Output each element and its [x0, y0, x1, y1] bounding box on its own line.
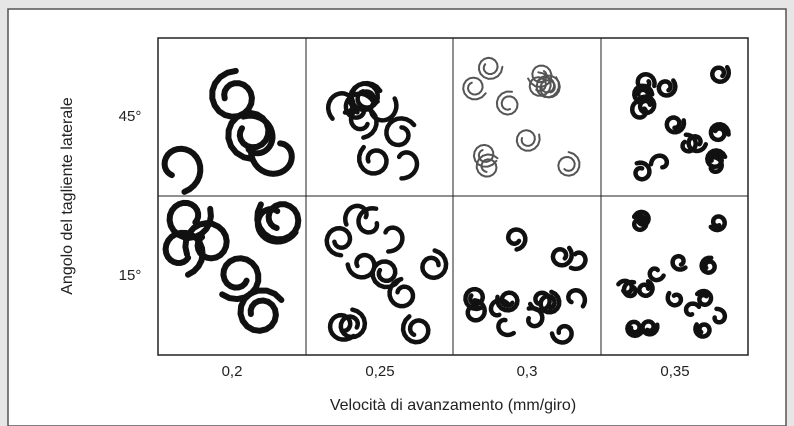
chip: [237, 287, 285, 334]
chip: [630, 99, 649, 120]
chip: [348, 105, 379, 140]
chip: [209, 67, 255, 120]
chip: [708, 214, 727, 233]
chip: [495, 90, 519, 116]
chip: [387, 276, 416, 309]
chip: [568, 250, 588, 272]
chip: [182, 220, 230, 262]
chip: [710, 64, 732, 84]
chip: [496, 317, 516, 338]
column-label: 0,3: [517, 363, 538, 380]
chip: [161, 145, 204, 195]
chip: [686, 134, 709, 154]
chip: [550, 245, 575, 268]
chip: [683, 301, 702, 317]
chip: [549, 323, 574, 345]
chip: [324, 225, 353, 258]
chip: [647, 266, 666, 283]
chip: [631, 213, 649, 233]
y-axis-title: Angolo del tagliente laterale: [59, 97, 76, 295]
chip-grid: [161, 56, 732, 345]
chip: [712, 306, 728, 325]
chip: [383, 225, 405, 254]
chip: [463, 286, 486, 312]
chip: [625, 319, 645, 339]
chip: [462, 76, 487, 101]
chip: [384, 116, 417, 148]
chip: [526, 305, 545, 329]
chip: [338, 307, 368, 340]
chip: [495, 290, 520, 313]
chip: [621, 279, 638, 299]
chip: [345, 252, 377, 280]
chip: [420, 248, 449, 281]
panel: [7, 8, 787, 426]
chip: [477, 56, 504, 80]
chip: [240, 112, 276, 157]
chip: [637, 279, 655, 298]
chip: [254, 206, 299, 245]
chip: [325, 91, 356, 121]
chip: [705, 148, 728, 170]
column-label: 0,2: [222, 363, 243, 380]
column-label: 0,35: [660, 363, 689, 380]
chip: [648, 153, 670, 170]
chip: [670, 253, 688, 272]
chip: [538, 289, 562, 315]
chip: [327, 312, 356, 342]
chip: [475, 153, 499, 178]
row-label: 45°: [119, 108, 142, 125]
chip: [505, 227, 528, 252]
chip: [557, 151, 581, 177]
chip: [708, 122, 731, 143]
chip: [247, 140, 295, 177]
chip: [396, 150, 420, 181]
chip: [400, 314, 431, 345]
chip: [535, 76, 560, 99]
chip: [705, 154, 724, 175]
chip: [528, 71, 552, 97]
chip: [656, 78, 678, 98]
chip: [343, 91, 376, 120]
chip: [566, 288, 588, 309]
chip: [633, 160, 652, 182]
x-axis-title: Velocità di avanzamento (mm/giro): [330, 397, 576, 414]
chip: [465, 298, 487, 323]
chip: [694, 288, 714, 308]
chip: [632, 83, 655, 105]
column-label: 0,25: [365, 363, 394, 380]
chip: [370, 259, 402, 290]
chip: [664, 115, 687, 135]
chip: [166, 199, 214, 241]
chip: [693, 322, 712, 339]
row-label: 15°: [119, 267, 142, 284]
chip: [665, 290, 684, 308]
chip: [515, 129, 541, 152]
chip: [343, 203, 369, 227]
chip: [357, 144, 389, 176]
chip: [680, 132, 698, 154]
chip: [699, 255, 717, 275]
chip: [640, 319, 660, 337]
